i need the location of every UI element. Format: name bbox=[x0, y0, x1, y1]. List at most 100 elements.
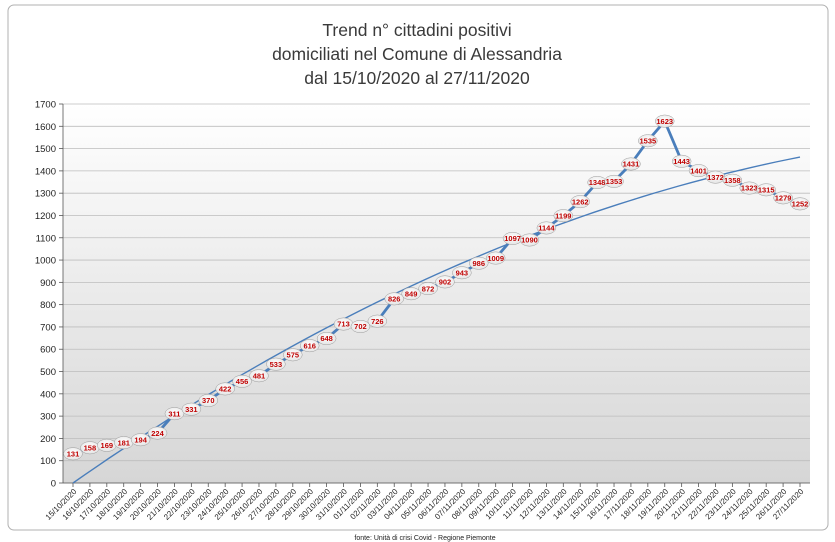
chart-title-line: domiciliati nel Comune di Alessandria bbox=[272, 44, 562, 64]
data-label-text: 331 bbox=[185, 405, 198, 414]
data-label: 533 bbox=[266, 357, 286, 371]
data-label-bubble bbox=[130, 433, 151, 447]
data-label: 158 bbox=[80, 441, 100, 455]
data-label-bubble bbox=[536, 221, 557, 235]
data-label: 1144 bbox=[536, 221, 557, 235]
data-label-text: 648 bbox=[320, 334, 333, 343]
chart-title: Trend n° cittadini positivi domiciliati n… bbox=[272, 20, 562, 88]
data-label: 1090 bbox=[519, 233, 540, 247]
data-label-text: 702 bbox=[354, 322, 367, 331]
data-label-bubble bbox=[316, 332, 337, 345]
data-label-text: 422 bbox=[219, 385, 232, 394]
data-label-text: 1279 bbox=[775, 194, 792, 203]
data-label: 1358 bbox=[722, 173, 743, 187]
data-label-bubble bbox=[283, 348, 303, 362]
data-label-text: 181 bbox=[117, 438, 130, 447]
data-label-bubble bbox=[773, 191, 793, 205]
data-label-text: 169 bbox=[101, 441, 114, 450]
x-axis: 15/10/202016/10/202017/10/202018/10/2020… bbox=[44, 482, 810, 522]
data-label-text: 1009 bbox=[487, 254, 504, 263]
data-label-bubble bbox=[181, 402, 202, 416]
data-label-text: 616 bbox=[303, 341, 316, 350]
data-label-text: 943 bbox=[456, 268, 469, 277]
data-label-bubble bbox=[638, 134, 658, 148]
data-label: 1009 bbox=[485, 251, 506, 265]
data-label-bubble bbox=[232, 374, 252, 388]
data-label-text: 131 bbox=[67, 449, 80, 458]
y-tick-label: 900 bbox=[40, 278, 56, 289]
y-tick-label: 1600 bbox=[35, 122, 56, 133]
data-label: 1401 bbox=[688, 164, 709, 178]
data-label-bubble bbox=[790, 197, 810, 211]
y-tick-label: 1500 bbox=[35, 144, 56, 155]
data-label-text: 1535 bbox=[639, 136, 656, 145]
data-label: 1431 bbox=[621, 157, 641, 171]
data-label-text: 713 bbox=[337, 320, 350, 329]
data-label-bubble bbox=[621, 157, 641, 171]
data-label-bubble bbox=[485, 251, 506, 265]
chart-title-line: dal 15/10/2020 al 27/11/2020 bbox=[304, 68, 530, 88]
data-label-bubble bbox=[164, 407, 185, 421]
data-label-bubble bbox=[688, 164, 709, 178]
data-label-bubble bbox=[722, 173, 743, 187]
y-tick-label: 1000 bbox=[35, 256, 56, 267]
data-label-text: 481 bbox=[253, 371, 266, 380]
data-label-bubble bbox=[671, 154, 692, 168]
y-tick-label: 0 bbox=[51, 479, 56, 490]
data-label-bubble bbox=[654, 114, 675, 128]
data-label-text: 1315 bbox=[758, 186, 775, 195]
data-labels: 131 158 169 181 194 224 311 331 370 422 456 481 533 5… bbox=[63, 114, 810, 461]
y-tick-label: 1400 bbox=[35, 166, 56, 177]
data-label: 181 bbox=[113, 436, 134, 450]
data-label-bubble bbox=[519, 233, 540, 247]
data-label: 702 bbox=[350, 320, 371, 333]
data-label-text: 158 bbox=[84, 443, 97, 452]
data-label-bubble bbox=[401, 287, 421, 301]
data-label: 370 bbox=[198, 394, 219, 407]
data-label-text: 902 bbox=[439, 278, 452, 287]
data-label: 131 bbox=[63, 447, 83, 461]
y-tick-label: 400 bbox=[40, 389, 56, 400]
data-label-text: 1623 bbox=[656, 117, 673, 126]
data-label: 481 bbox=[249, 369, 269, 383]
data-label: 1279 bbox=[773, 191, 793, 205]
data-label-text: 224 bbox=[151, 429, 164, 438]
data-label-bubble bbox=[63, 447, 83, 461]
data-label-text: 1358 bbox=[724, 176, 741, 185]
plot-area bbox=[63, 104, 810, 483]
data-label-text: 1372 bbox=[707, 173, 724, 182]
data-label-text: 311 bbox=[168, 409, 180, 418]
data-label-bubble bbox=[147, 426, 168, 440]
data-label: 1199 bbox=[553, 209, 574, 223]
data-label: 986 bbox=[469, 256, 489, 270]
data-label: 1323 bbox=[739, 181, 760, 195]
data-label-text: 1144 bbox=[538, 224, 555, 233]
data-label: 943 bbox=[452, 266, 472, 280]
data-label-text: 1443 bbox=[673, 157, 690, 166]
data-label-text: 370 bbox=[202, 396, 215, 405]
data-label: 872 bbox=[418, 282, 438, 296]
data-label-text: 872 bbox=[422, 284, 435, 293]
data-label-bubble bbox=[215, 382, 235, 396]
data-label-bubble bbox=[418, 282, 438, 296]
data-label: 194 bbox=[130, 433, 151, 447]
data-label-text: 1097 bbox=[504, 234, 521, 243]
data-label-bubble bbox=[452, 266, 472, 280]
data-label: 575 bbox=[283, 348, 303, 362]
y-tick-label: 700 bbox=[40, 322, 56, 333]
data-label-text: 1431 bbox=[623, 160, 640, 169]
data-label-text: 849 bbox=[405, 289, 418, 298]
y-tick-label: 100 bbox=[40, 456, 56, 467]
data-label: 902 bbox=[435, 275, 455, 289]
chart-title-line: Trend n° cittadini positivi bbox=[322, 20, 511, 40]
data-label: 849 bbox=[401, 287, 421, 301]
data-label-bubble bbox=[367, 314, 388, 328]
data-label: 1252 bbox=[790, 197, 810, 211]
data-label-text: 456 bbox=[236, 377, 249, 386]
data-label-text: 986 bbox=[473, 259, 486, 268]
data-label: 648 bbox=[316, 332, 337, 345]
data-label-text: 1262 bbox=[572, 197, 589, 206]
data-label-text: 1348 bbox=[589, 178, 606, 187]
y-tick-label: 200 bbox=[40, 434, 56, 445]
